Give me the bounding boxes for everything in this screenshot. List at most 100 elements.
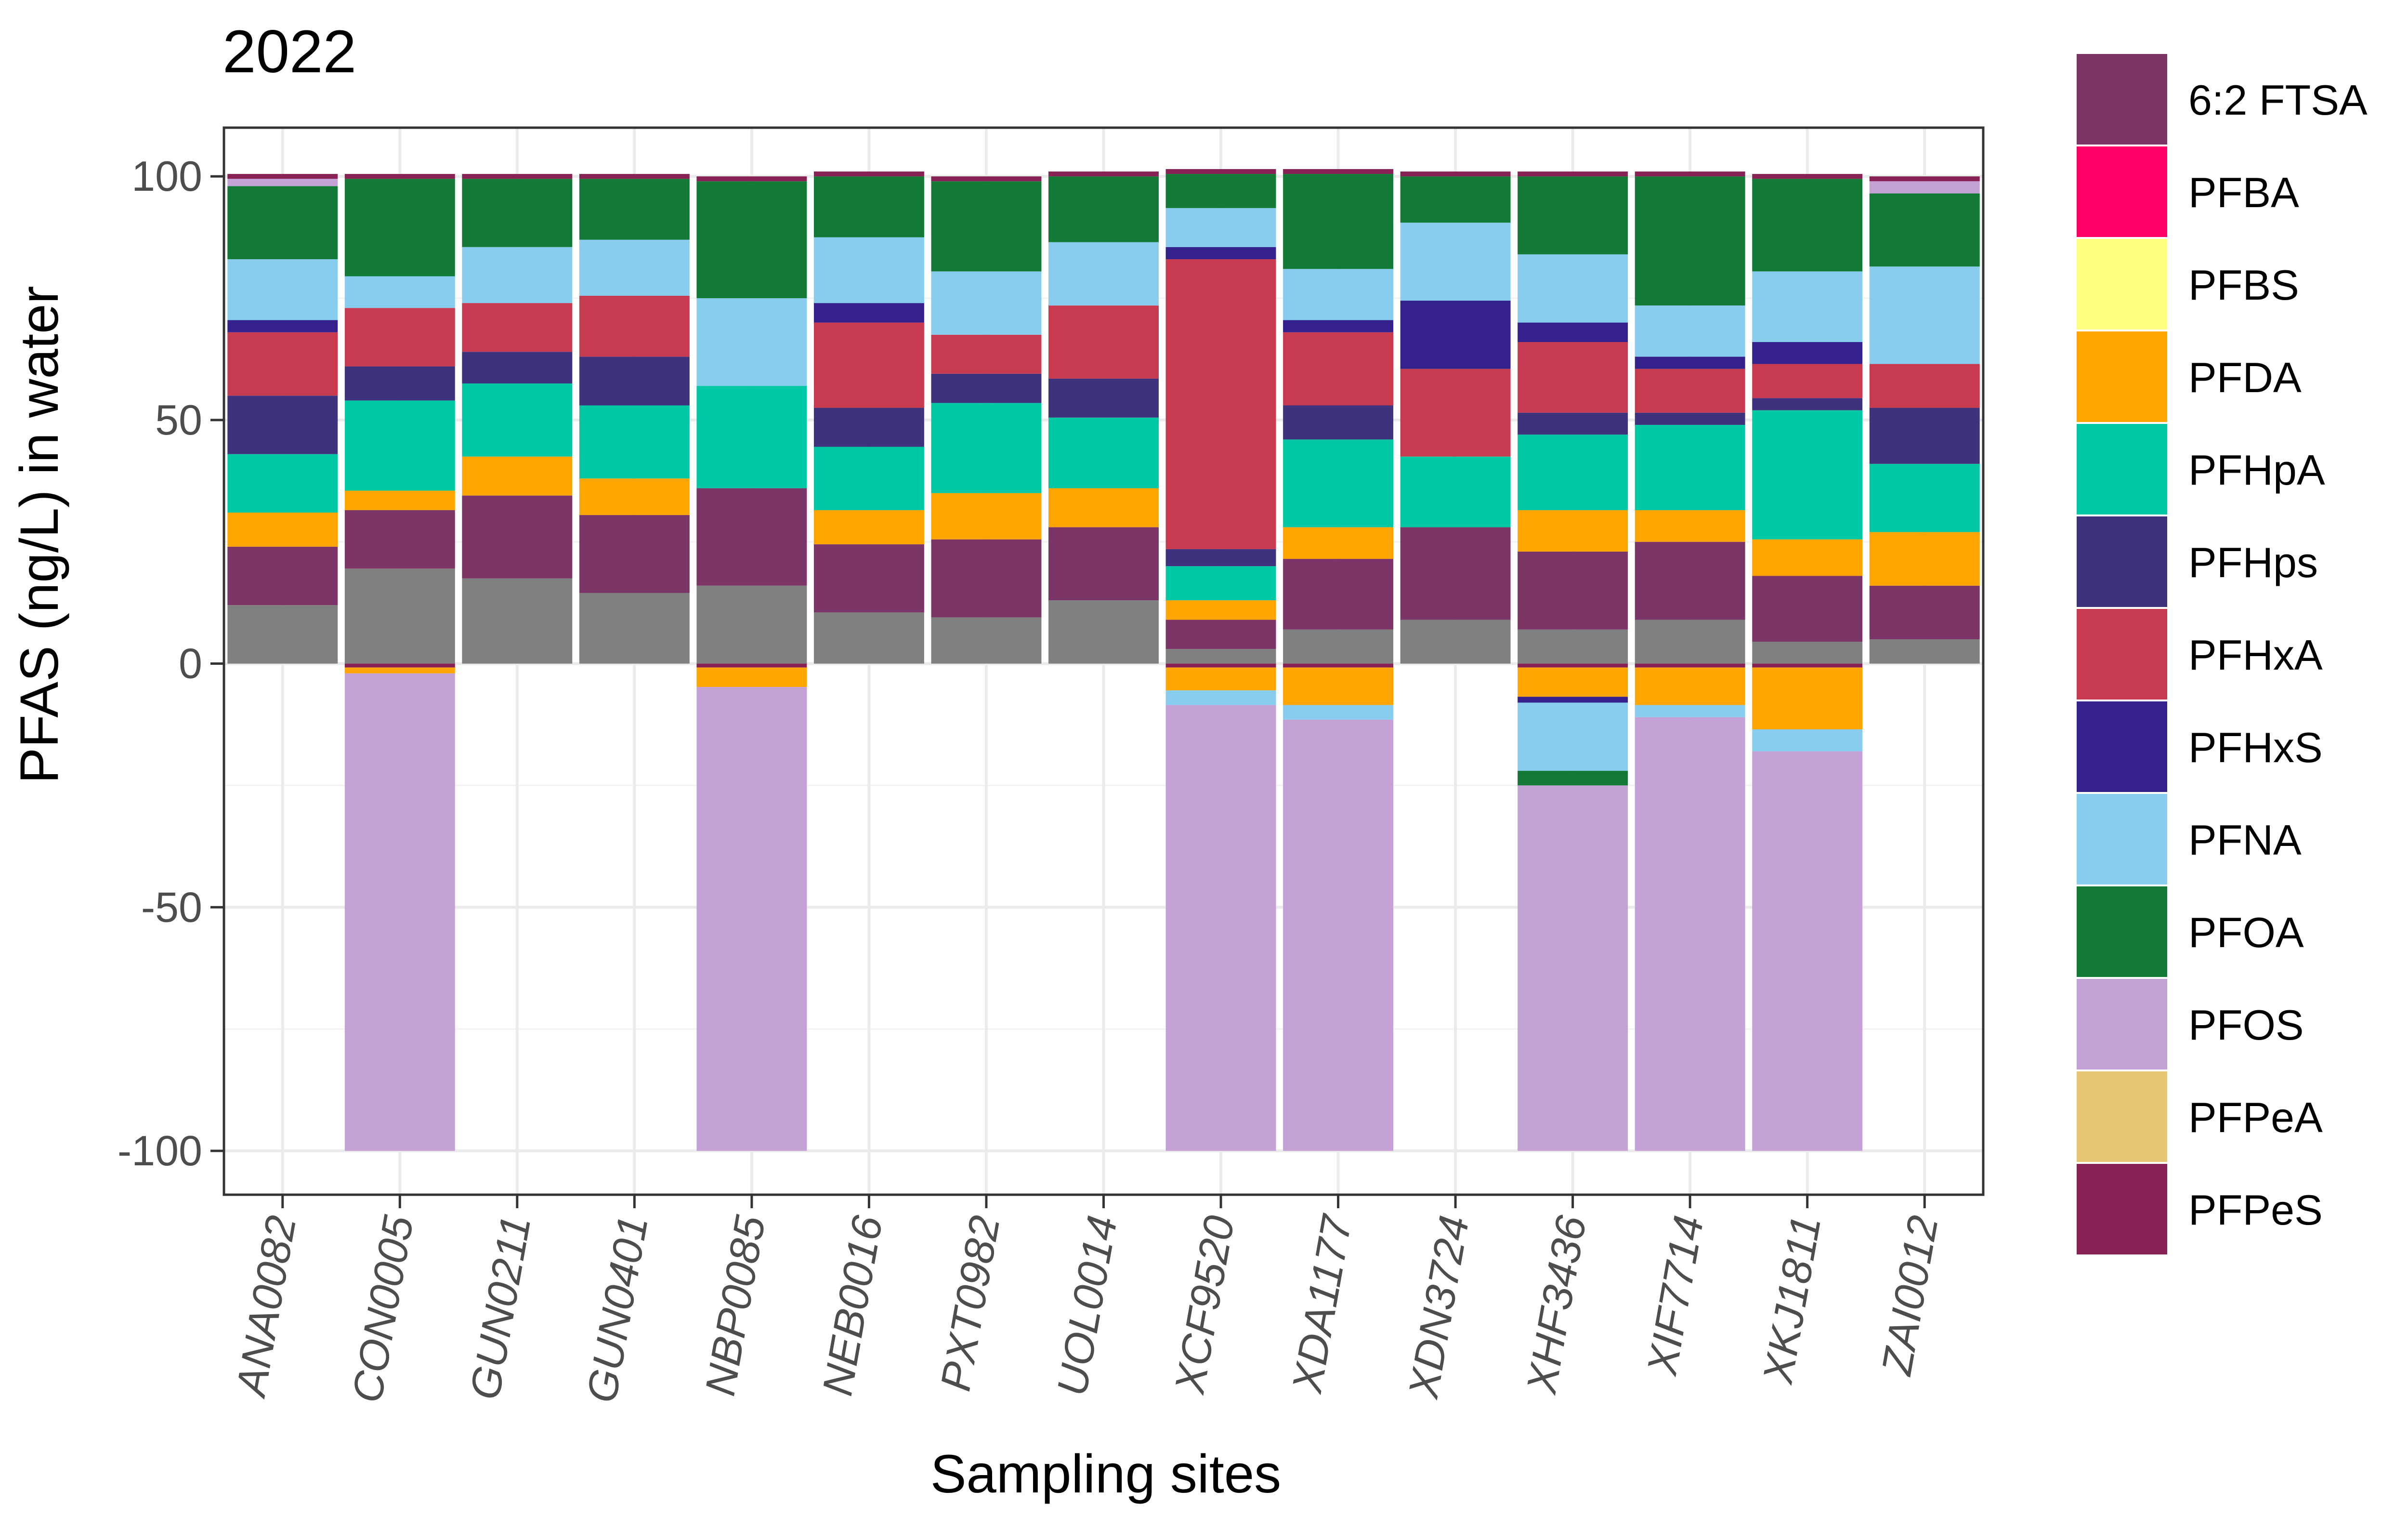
legend-key — [2075, 145, 2169, 239]
legend-key — [2075, 330, 2169, 424]
bar-segment — [1048, 488, 1159, 528]
bar-segment — [696, 488, 807, 586]
legend: 6:2 FTSA PFBA PFBS PFDA PFHpA PFHps PFHxA PFHxS… — [2075, 52, 2368, 1256]
legend-label: PFHps — [2188, 539, 2318, 586]
x-tick-label: XDN3724 — [1399, 1212, 1478, 1402]
bar-segment — [462, 352, 573, 383]
x-tick-label: XKJ1811 — [1754, 1212, 1830, 1387]
y-tick-label: 100 — [131, 152, 202, 200]
x-tick-label: NEB0016 — [813, 1212, 891, 1399]
bar-segment — [1518, 771, 1628, 786]
bar-segment — [1165, 566, 1276, 601]
bar-segment — [1518, 697, 1628, 703]
bar-segment — [1635, 171, 1745, 177]
bar-segment — [1869, 463, 1980, 532]
bar-segment — [1400, 456, 1511, 528]
bar-segment — [1752, 667, 1863, 730]
bar-segment — [1400, 620, 1511, 664]
bar-segment — [1869, 408, 1980, 464]
bar-segment — [462, 303, 573, 352]
x-tick-label: ANA0082 — [226, 1212, 305, 1401]
bar-segment — [344, 366, 455, 401]
legend-key — [2075, 977, 2169, 1071]
chart-title: 2022 — [222, 18, 356, 85]
bar-segment — [462, 179, 573, 247]
bar-segment — [1635, 705, 1745, 717]
bar-segment — [1283, 169, 1394, 174]
bar-segment — [1283, 663, 1394, 668]
bar-segment — [1165, 247, 1276, 260]
bar-segment — [227, 186, 338, 260]
x-tick-label: XCF9520 — [1165, 1212, 1243, 1398]
legend-label: PFOS — [2188, 1001, 2304, 1049]
legend-key — [2075, 607, 2169, 701]
bar-segment — [1048, 600, 1159, 664]
bar-segment — [1635, 717, 1745, 1151]
bar-segment — [696, 181, 807, 298]
bar-segment — [1752, 398, 1863, 410]
bar-segment — [1165, 620, 1276, 649]
legend-label: PFNA — [2188, 816, 2302, 864]
bar-segment — [579, 174, 690, 179]
legend-label: PFDA — [2188, 354, 2302, 401]
bar-segment — [1752, 729, 1863, 752]
bar-segment — [813, 544, 924, 613]
bar-segment — [1048, 305, 1159, 379]
bar-segment — [1165, 705, 1276, 1151]
bar-segment — [1518, 254, 1628, 323]
bar-segment — [1635, 356, 1745, 369]
bar-segment — [931, 493, 1042, 540]
bar-segment — [931, 403, 1042, 493]
bar-segment — [579, 593, 690, 664]
bar-segment — [696, 663, 807, 668]
bar-segment — [1869, 585, 1980, 639]
bar-segment — [813, 408, 924, 447]
bar-segment — [227, 174, 338, 179]
bar-segment — [931, 617, 1042, 664]
bar-segment — [344, 179, 455, 277]
bar-segment — [1165, 174, 1276, 208]
bar-segment — [1635, 541, 1745, 620]
bar-segment — [344, 400, 455, 491]
bar-segment — [1165, 600, 1276, 620]
bar-segment — [813, 176, 924, 237]
bar-segment — [344, 276, 455, 308]
bar-segment — [1283, 405, 1394, 440]
bar-segment — [1283, 439, 1394, 528]
bar-segment — [1518, 667, 1628, 697]
bar-segment — [1752, 271, 1863, 343]
bar-segment — [1752, 410, 1863, 540]
bar-segment — [1869, 532, 1980, 586]
bar-segment — [1283, 667, 1394, 705]
x-tick-label: XDA1177 — [1283, 1211, 1361, 1397]
bar-segment — [1283, 527, 1394, 559]
legend-key — [2075, 1162, 2169, 1256]
bar-segment — [1635, 620, 1745, 664]
bar-segment — [462, 174, 573, 179]
legend-label: PFBA — [2188, 169, 2299, 216]
bar-segment — [1283, 719, 1394, 1151]
bar-segment — [462, 456, 573, 496]
x-tick-label: XIF7714 — [1637, 1212, 1713, 1379]
bar-segment — [1635, 369, 1745, 413]
bar-segment — [1752, 174, 1863, 179]
bar-segment — [1518, 342, 1628, 413]
bar-segment — [931, 181, 1042, 272]
bar-segment — [1400, 171, 1511, 177]
bar-segment — [227, 332, 338, 396]
bars — [227, 169, 1980, 1151]
bar-segment — [1283, 705, 1394, 720]
x-tick-label: NBP0085 — [696, 1212, 774, 1399]
legend-key — [2075, 699, 2169, 794]
bar-segment — [931, 539, 1042, 618]
legend-key — [2075, 514, 2169, 609]
bar-segment — [1283, 559, 1394, 630]
bar-segment — [1165, 690, 1276, 705]
bar-segment — [813, 303, 924, 323]
legend-key — [2075, 884, 2169, 979]
bar-segment — [1165, 549, 1276, 567]
y-tick-label: -50 — [141, 883, 202, 931]
bar-segment — [1635, 510, 1745, 542]
bar-segment — [579, 239, 690, 296]
